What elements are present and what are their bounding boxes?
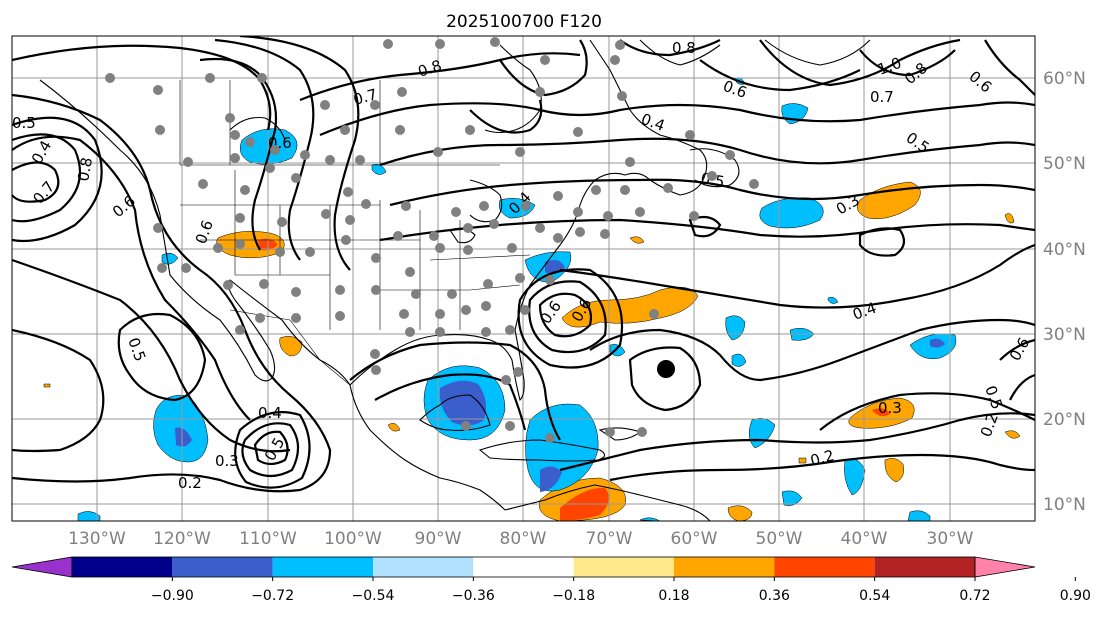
latitude-axis: 60°N 50°N 40°N 30°N 20°N 10°N	[1043, 69, 1086, 515]
map-panel: 0.8 0.7 0.6 0.5 0.4 0.3 0.2 0.6 0.5 0.4 …	[11, 35, 1036, 522]
colorbar-segment	[774, 557, 875, 577]
contour-label: 0.2	[808, 446, 836, 470]
contour-lines	[12, 36, 1035, 493]
lon-label: 40°W	[841, 529, 888, 549]
colorbar-tick-label: 0.36	[759, 588, 790, 604]
colorbar-segments	[11, 556, 1036, 578]
colorbar-segment	[373, 557, 474, 577]
colorbar-tick-label: 0.18	[658, 588, 689, 604]
lon-label: 50°W	[756, 529, 803, 549]
colorbar-segment	[874, 557, 975, 577]
colorbar-segment	[72, 557, 173, 577]
lon-label: 80°W	[500, 529, 547, 549]
contour-label: 0.2	[178, 474, 202, 492]
map-frame	[11, 35, 1036, 522]
lon-label: 110°W	[239, 529, 297, 549]
colorbar-segment	[674, 557, 775, 577]
colorbar-tick-label: −0.72	[251, 588, 294, 604]
lat-label: 50°N	[1043, 154, 1086, 174]
lon-label: 90°W	[415, 529, 462, 549]
colorbar-segment	[172, 557, 273, 577]
figure-title: 2025100700 F120	[446, 12, 602, 32]
colorbar-tick-label: 0.72	[959, 588, 990, 604]
colorbar: −0.90 −0.72 −0.54 −0.36 −0.18 0.18 0.36 0.54 0.7…	[11, 556, 1091, 604]
lat-label: 10°N	[1043, 495, 1086, 515]
contour-label: 0.8	[74, 156, 96, 183]
lon-label: 130°W	[68, 529, 126, 549]
colorbar-segment	[473, 557, 574, 577]
colorbar-tick-label: 0.54	[859, 588, 890, 604]
contour-label: 0.3	[878, 399, 902, 417]
colorbar-segment	[573, 557, 674, 577]
colorbar-segment	[272, 557, 373, 577]
colorbar-tick-label: −0.90	[151, 588, 194, 604]
lat-label: 30°N	[1043, 325, 1086, 345]
colorbar-tick-label: −0.36	[452, 588, 495, 604]
contour-label: 0.3	[215, 452, 239, 470]
colorbar-extend-high	[974, 556, 1036, 578]
contour-label: 0.4	[258, 404, 282, 422]
lon-label: 70°W	[586, 529, 633, 549]
colorbar-tick-label: 0.90	[1060, 588, 1091, 604]
shaded-anomaly-field	[43, 77, 1021, 521]
lon-label: 60°W	[671, 529, 718, 549]
political-borders	[179, 80, 531, 386]
lon-label: 120°W	[153, 529, 211, 549]
colorbar-ticks: −0.90 −0.72 −0.54 −0.36 −0.18 0.18 0.36 0.54 0.7…	[151, 577, 1091, 604]
lon-label: 30°W	[927, 529, 974, 549]
station-markers	[105, 37, 759, 443]
colorbar-outline	[71, 556, 976, 578]
contour-label: 0.8	[672, 39, 696, 57]
colorbar-tick-label: −0.18	[552, 588, 595, 604]
lon-label: 100°W	[324, 529, 382, 549]
graticule	[12, 36, 1035, 521]
colorbar-tick-label: −0.54	[352, 588, 395, 604]
contour-label: 0.5	[12, 114, 36, 132]
storm-center-marker	[657, 360, 675, 378]
lat-label: 20°N	[1043, 410, 1086, 430]
colorbar-extend-low	[11, 556, 73, 578]
lat-label: 40°N	[1043, 240, 1086, 260]
lat-label: 60°N	[1043, 69, 1086, 89]
contour-label: 0.7	[870, 88, 894, 106]
longitude-axis: 130°W 120°W 110°W 100°W 90°W 80°W 70°W 6…	[68, 529, 974, 549]
